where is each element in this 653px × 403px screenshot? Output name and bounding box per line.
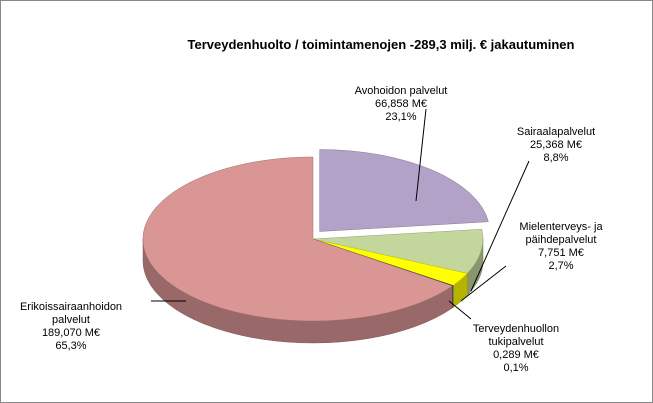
pie-slice [319, 149, 489, 232]
leader-line [415, 108, 427, 202]
label-name: Mielenterveys- ja päihdepalvelut [519, 221, 603, 246]
label-name: Erikoissairaanhoidon palvelut [19, 301, 123, 326]
label-percent: 2,7% [548, 260, 574, 272]
label-amount: 66,858 M€ [375, 98, 427, 110]
label-amount: 0,289 M€ [493, 349, 539, 361]
label-percent: 23,1% [385, 111, 417, 123]
leader-line [460, 265, 507, 302]
leader-line [448, 300, 472, 320]
leader-line [470, 160, 530, 292]
slice-label: Avohoidon palvelut 66,858 M€ 23,1% [341, 85, 461, 124]
label-amount: 25,368 M€ [530, 139, 582, 151]
pie-slice [312, 228, 484, 274]
label-amount: 189,070 M€ [41, 327, 101, 339]
label-percent: 0,1% [503, 362, 529, 374]
label-name: Sairaalapalvelut [516, 126, 596, 138]
label-name: Terveydenhuollon tukipalvelut [472, 323, 560, 348]
slice-label: Sairaalapalvelut 25,368 M€ 8,8% [501, 126, 611, 165]
label-name: Avohoidon palvelut [354, 85, 448, 97]
label-percent: 8,8% [543, 152, 569, 164]
pie-slice [142, 156, 453, 322]
slice-label: Mielenterveys- ja päihdepalvelut 7,751 M€… [506, 221, 616, 273]
slice-label: Erikoissairaanhoidon palvelut 189,070 M€ 6… [6, 301, 136, 353]
slice-label: Terveydenhuollon tukipalvelut 0,289 M€ 0,1… [461, 323, 571, 375]
chart-title: Terveydenhuolto / toimintamenojen -289,3… [187, 37, 575, 52]
label-percent: 65,3% [55, 340, 87, 352]
label-amount: 7,751 M€ [538, 247, 584, 259]
